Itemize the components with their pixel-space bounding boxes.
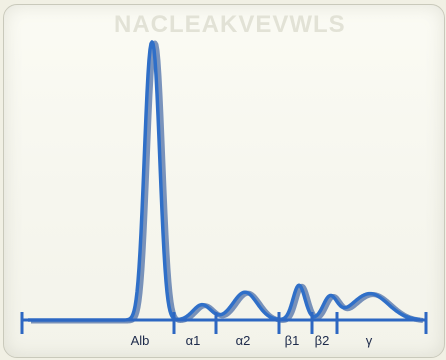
densitometry-trace (27, 40, 421, 322)
electrophoresis-panel: NACLEAKVEVWLS (3, 4, 445, 358)
trace-layer (27, 40, 425, 324)
fraction-label-6: γ (366, 333, 373, 348)
fraction-label-2: α1 (186, 333, 201, 348)
trace-shadow (29, 40, 425, 324)
fraction-label-5: β2 (315, 333, 330, 348)
fraction-label-4: β1 (285, 333, 300, 348)
axis-layer (20, 312, 428, 334)
bleed-through-text: NACLEAKVEVWLS (114, 11, 346, 38)
fraction-label-1: Alb (131, 333, 150, 348)
label-layer: Alb α1 α2 β1 β2 γ (131, 333, 373, 348)
fraction-label-3: α2 (236, 333, 251, 348)
